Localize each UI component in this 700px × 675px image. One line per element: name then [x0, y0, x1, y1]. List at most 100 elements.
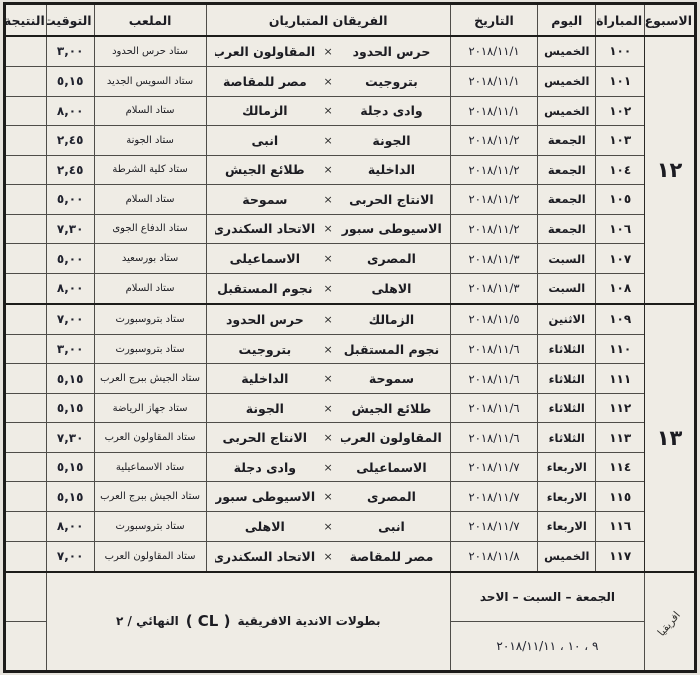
vs-mark: × — [323, 133, 333, 147]
home-team: مصر للمقاصة — [349, 548, 434, 564]
away-team: نجوم المستقبل — [217, 280, 313, 296]
vs-mark: × — [323, 281, 333, 295]
table-row: ١١٥ الاربعاء ٢٠١٨/١١/٧ المصرى × الاسيوطى… — [4, 481, 696, 513]
match-date: ٢٠١٨/١١/٦ — [449, 422, 539, 453]
vs-mark: × — [323, 192, 333, 206]
result-cell — [4, 272, 47, 305]
table-row: ١١٠ الثلاثاء ٢٠١٨/١١/٦ نجوم المستقبل × ب… — [4, 333, 696, 365]
kickoff-time: ٥,١٥ — [45, 392, 95, 424]
footer-section: افريقيا الجمعة – السبت – الاحد بطولات ال… — [4, 570, 696, 672]
header-match: المباراة — [595, 3, 646, 37]
match-day: الجمعة — [537, 184, 597, 215]
away-team: بتروجيت — [238, 341, 292, 357]
away-team: الجونة — [245, 400, 284, 416]
result-cell — [4, 540, 47, 573]
stadium-name: ستاد بورسعيد — [93, 243, 207, 274]
away-team: طلائع الجيش — [225, 162, 305, 178]
teams-cell: انبى × الاهلى — [205, 511, 451, 542]
table-row: ١١٦ الاربعاء ٢٠١٨/١١/٧ انبى × الاهلى ستا… — [4, 511, 696, 542]
home-team: الاسماعيلى — [356, 459, 427, 475]
match-number: ١١٢ — [595, 392, 646, 424]
stadium-name: ستاد السلام — [93, 272, 207, 305]
away-team: الزمالك — [242, 103, 288, 119]
footer-dates: ٩ ، ١٠ ، ٢٠١٨/١١/١١ — [449, 621, 646, 672]
match-date: ٢٠١٨/١١/٦ — [449, 392, 539, 424]
schedule-table: الاسبوع المباراة اليوم التاريخ الفريقان … — [3, 2, 697, 673]
match-number: ١٠٥ — [595, 184, 646, 215]
away-team: الانتاج الحربى — [222, 430, 308, 446]
teams-cell: الزمالك × حرس الحدود — [205, 302, 451, 335]
match-number: ١٠٨ — [595, 272, 646, 305]
result-cell — [4, 302, 47, 335]
teams-cell: الداخلية × طلائع الجيش — [205, 154, 451, 186]
vs-mark: × — [323, 222, 333, 236]
table-row: ١١٣ الثلاثاء ٢٠١٨/١١/٦ المقاولون العرب ×… — [4, 422, 696, 453]
home-team: طلائع الجيش — [351, 400, 432, 416]
footer-empty-result-cell — [4, 621, 47, 672]
match-date: ٢٠١٨/١١/٦ — [449, 333, 539, 365]
teams-cell: المصرى × الاسماعيلى — [205, 243, 451, 274]
match-number: ١٠٩ — [595, 302, 646, 335]
away-team: انبى — [251, 132, 279, 148]
match-number: ١٠٧ — [595, 243, 646, 274]
result-cell — [4, 363, 47, 394]
kickoff-time: ٢,٤٥ — [45, 154, 95, 186]
table-row: ١٠٨ السبت ٢٠١٨/١١/٣ الاهلى × نجوم المستق… — [4, 272, 696, 305]
home-team: انبى — [378, 518, 405, 534]
match-day: الثلاثاء — [537, 392, 597, 424]
match-day: الاثنين — [537, 302, 597, 335]
header-result: النتيجة — [4, 3, 47, 37]
footer-cl-cell: بطولات الاندية الافريقية ( CL ) النهائي … — [45, 570, 451, 672]
vs-mark: × — [323, 44, 333, 58]
match-date: ٢٠١٨/١١/٧ — [449, 451, 539, 483]
vs-mark: × — [323, 104, 333, 118]
stadium-name: ستاد الجونة — [93, 125, 207, 156]
stadium-name: ستاد حرس الحدود — [93, 35, 207, 67]
match-date: ٢٠١٨/١١/٢ — [449, 154, 539, 186]
table-row: ١٠٤ الجمعة ٢٠١٨/١١/٢ الداخلية × طلائع ال… — [4, 154, 696, 186]
result-cell — [4, 125, 47, 156]
match-day: الجمعة — [537, 154, 597, 186]
table-row: ١٣ ١٠٩ الاثنين ٢٠١٨/١١/٥ الزمالك × حرس ال… — [4, 302, 696, 573]
home-team: الاهلى — [371, 280, 412, 296]
teams-cell: المصرى × الاسيوطى سبورت — [205, 481, 451, 513]
result-cell — [4, 392, 47, 424]
home-team: الداخلية — [367, 162, 416, 178]
teams-cell: حرس الحدود × المقاولون العرب — [205, 35, 451, 67]
away-team: المقاولون العرب — [214, 43, 316, 59]
match-day: الخميس — [537, 540, 597, 573]
footer-empty-result-cell — [4, 570, 47, 623]
cl-code: ( CL ) — [185, 612, 231, 631]
result-cell — [4, 184, 47, 215]
home-team: وادى دجلة — [360, 103, 423, 119]
week-number: ١٢ — [644, 35, 696, 305]
stadium-name: ستاد بتروسبورت — [93, 333, 207, 365]
vs-mark: × — [323, 342, 333, 356]
match-day: الخميس — [537, 35, 597, 67]
teams-cell: الجونة × انبى — [205, 125, 451, 156]
match-date: ٢٠١٨/١١/٨ — [449, 540, 539, 573]
vs-mark: × — [323, 490, 333, 504]
kickoff-time: ٥,١٥ — [45, 481, 95, 513]
teams-cell: الاسماعيلى × وادى دجلة — [205, 451, 451, 483]
kickoff-time: ٥,١٥ — [45, 65, 95, 97]
home-team: سموحة — [368, 371, 414, 387]
kickoff-time: ٧,٣٠ — [45, 213, 95, 245]
stadium-name: ستاد بتروسبورت — [93, 511, 207, 542]
vs-mark: × — [323, 312, 333, 326]
kickoff-time: ٥,٠٠ — [45, 243, 95, 274]
match-day: الجمعة — [537, 125, 597, 156]
kickoff-time: ٢,٤٥ — [45, 125, 95, 156]
vs-mark: × — [323, 549, 333, 563]
home-team: المقاولون العرب — [341, 430, 442, 446]
home-team: الزمالك — [368, 311, 415, 327]
vs-mark: × — [323, 74, 333, 88]
teams-cell: مصر للمقاصة × الاتحاد السكندرى — [205, 540, 451, 573]
match-day: الثلاثاء — [537, 363, 597, 394]
table-row: ١٠٥ الجمعة ٢٠١٨/١١/٢ الانتاج الحربى × سم… — [4, 184, 696, 215]
table-row: ١٠٢ الخميس ٢٠١٨/١١/١ وادى دجلة × الزمالك… — [4, 95, 696, 127]
match-number: ١١٠ — [595, 333, 646, 365]
table-row: ١٢ ١٠٠ الخميس ٢٠١٨/١١/١ حرس الحدود × المق… — [4, 35, 696, 305]
table-header: الاسبوع المباراة اليوم التاريخ الفريقان … — [4, 3, 696, 37]
away-team: الاتحاد السكندرى — [214, 221, 316, 237]
